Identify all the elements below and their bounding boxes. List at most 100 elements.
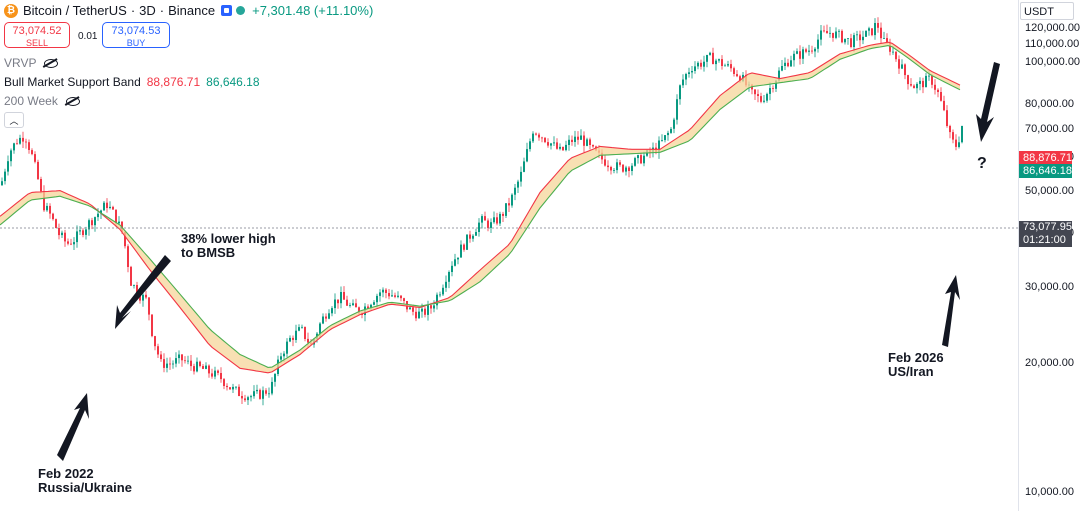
price-tick-label: 80,000.00: [1025, 97, 1074, 110]
candle: [625, 165, 627, 176]
candle: [574, 130, 576, 147]
bmsb-upper-tag: 88,876.71: [1019, 151, 1072, 165]
arrow-feb2026: [942, 275, 960, 347]
currency-selector[interactable]: USDT: [1020, 2, 1074, 20]
collapse-legend-button[interactable]: ︿: [4, 112, 24, 128]
sell-button[interactable]: 73,074.52 SELL: [4, 22, 70, 48]
candle: [181, 354, 183, 367]
symbol-header: ₿ Bitcoin / TetherUS · 3D · Binance +7,3…: [4, 3, 373, 18]
arrow-lower-high: [115, 255, 171, 329]
candle: [451, 261, 453, 277]
candle: [343, 286, 345, 300]
candle: [391, 289, 393, 297]
candle: [520, 166, 522, 187]
candle: [676, 94, 678, 125]
candle: [703, 55, 705, 72]
annotation-feb2026-line1: Feb 2026: [888, 350, 944, 365]
buy-price: 73,074.53: [111, 25, 161, 37]
candle: [901, 59, 903, 69]
candle: [841, 29, 843, 44]
candle: [400, 295, 402, 302]
symbol-title[interactable]: Bitcoin / TetherUS: [23, 3, 127, 18]
candle: [637, 154, 639, 164]
candle: [199, 360, 201, 368]
candle: [817, 34, 819, 53]
buy-button[interactable]: 73,074.53 BUY: [102, 22, 170, 48]
candle: [235, 386, 237, 390]
candle: [322, 313, 324, 325]
candle: [352, 299, 354, 306]
candle: [934, 79, 936, 95]
annotation-arrows: [57, 62, 1000, 461]
candle: [796, 48, 798, 55]
bull-market-support-band: [0, 41, 961, 374]
candle: [262, 386, 264, 406]
interval[interactable]: 3D: [139, 3, 156, 18]
candle: [499, 211, 501, 226]
candle: [355, 298, 357, 308]
flag-icon[interactable]: [221, 5, 233, 16]
candle: [328, 309, 330, 320]
candle: [4, 168, 6, 185]
candle: [40, 176, 42, 194]
candle: [859, 30, 861, 47]
candle: [373, 300, 375, 306]
eye-hidden-icon[interactable]: [65, 96, 80, 106]
exchange: Binance: [168, 3, 216, 18]
candle: [565, 140, 567, 152]
candle: [160, 351, 162, 362]
bmsb-value-upper: 88,876.71: [146, 75, 201, 89]
indicator-vrvp[interactable]: VRVP: [4, 56, 59, 70]
candle: [877, 17, 879, 33]
candle: [559, 143, 561, 151]
candle: [658, 136, 660, 159]
candle: [403, 297, 405, 304]
candle: [586, 137, 588, 147]
candle: [211, 368, 213, 379]
candle: [919, 77, 921, 91]
price-axis[interactable]: [1018, 0, 1080, 511]
candle: [103, 201, 105, 211]
candle: [73, 237, 75, 250]
candle: [418, 306, 420, 319]
candle: [910, 78, 912, 87]
indicator-200-week[interactable]: 200 Week: [4, 94, 80, 108]
candle: [436, 292, 438, 310]
candle: [880, 22, 882, 44]
candle: [958, 136, 960, 149]
candle: [148, 297, 150, 321]
candle: [157, 343, 159, 358]
candle: [331, 306, 333, 317]
candle: [874, 18, 876, 40]
candle: [619, 160, 621, 167]
candle: [289, 335, 291, 343]
candle: [334, 293, 336, 314]
candle: [883, 31, 885, 39]
price-change: +7,301.48 (+11.10%): [252, 3, 374, 18]
candle: [337, 299, 339, 309]
candle: [613, 168, 615, 174]
candle: [184, 356, 186, 364]
candle: [22, 131, 24, 148]
bmsb-value-lower: 86,646.18: [206, 75, 260, 89]
arrow-feb2022: [57, 393, 89, 461]
candle: [622, 164, 624, 173]
eye-hidden-icon[interactable]: [44, 58, 59, 68]
candle: [829, 26, 831, 38]
candle: [793, 50, 795, 67]
candle: [832, 32, 834, 42]
candle: [571, 135, 573, 146]
candle: [871, 28, 873, 37]
price-tick-label: 110,000.00: [1025, 38, 1080, 51]
candle: [640, 152, 642, 165]
price-tick-label: 50,000.00: [1025, 185, 1074, 198]
candle: [253, 385, 255, 399]
indicator-bmsb[interactable]: Bull Market Support Band 88,876.71 86,64…: [4, 75, 260, 89]
price-chart[interactable]: [0, 0, 1018, 511]
candle: [166, 357, 168, 373]
candle: [169, 357, 171, 370]
candle: [718, 58, 720, 63]
candle: [31, 148, 33, 156]
candle: [145, 290, 147, 300]
candle: [190, 355, 192, 371]
